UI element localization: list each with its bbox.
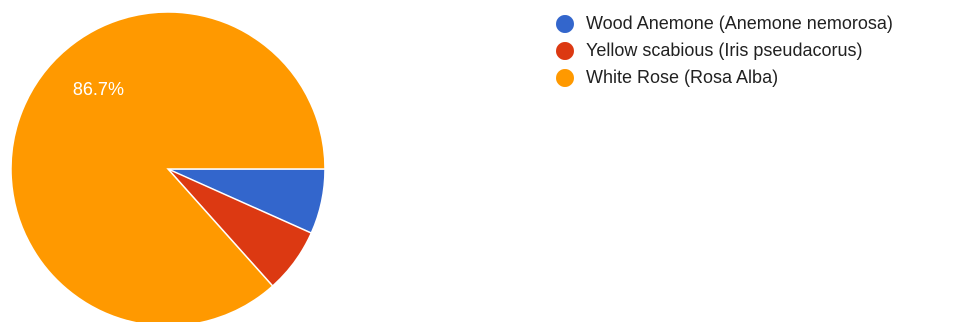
legend-item-white-rose[interactable]: White Rose (Rosa Alba): [556, 64, 893, 91]
legend-swatch-white-rose: [556, 68, 574, 87]
pie-slice-white-rose[interactable]: [10, 11, 326, 322]
pie-slices: [10, 11, 326, 322]
chart-legend: Wood Anemone (Anemone nemorosa) Yellow s…: [556, 10, 893, 91]
pie-slice-label-white-rose: 86.7%: [73, 79, 124, 99]
legend-label-white-rose: White Rose (Rosa Alba): [586, 67, 779, 87]
legend-swatch-yellow-scabious: [556, 41, 574, 60]
pie-slice-labels: 86.7%: [73, 79, 124, 99]
pie-plot-area: 86.7%: [10, 11, 326, 322]
legend-item-wood-anemone[interactable]: Wood Anemone (Anemone nemorosa): [556, 10, 893, 37]
legend-label-yellow-scabious: Yellow scabious (Iris pseudacorus): [586, 40, 863, 60]
legend-swatch-wood-anemone: [556, 14, 574, 33]
legend-label-wood-anemone: Wood Anemone (Anemone nemorosa): [586, 13, 893, 33]
legend-item-yellow-scabious[interactable]: Yellow scabious (Iris pseudacorus): [556, 37, 893, 64]
